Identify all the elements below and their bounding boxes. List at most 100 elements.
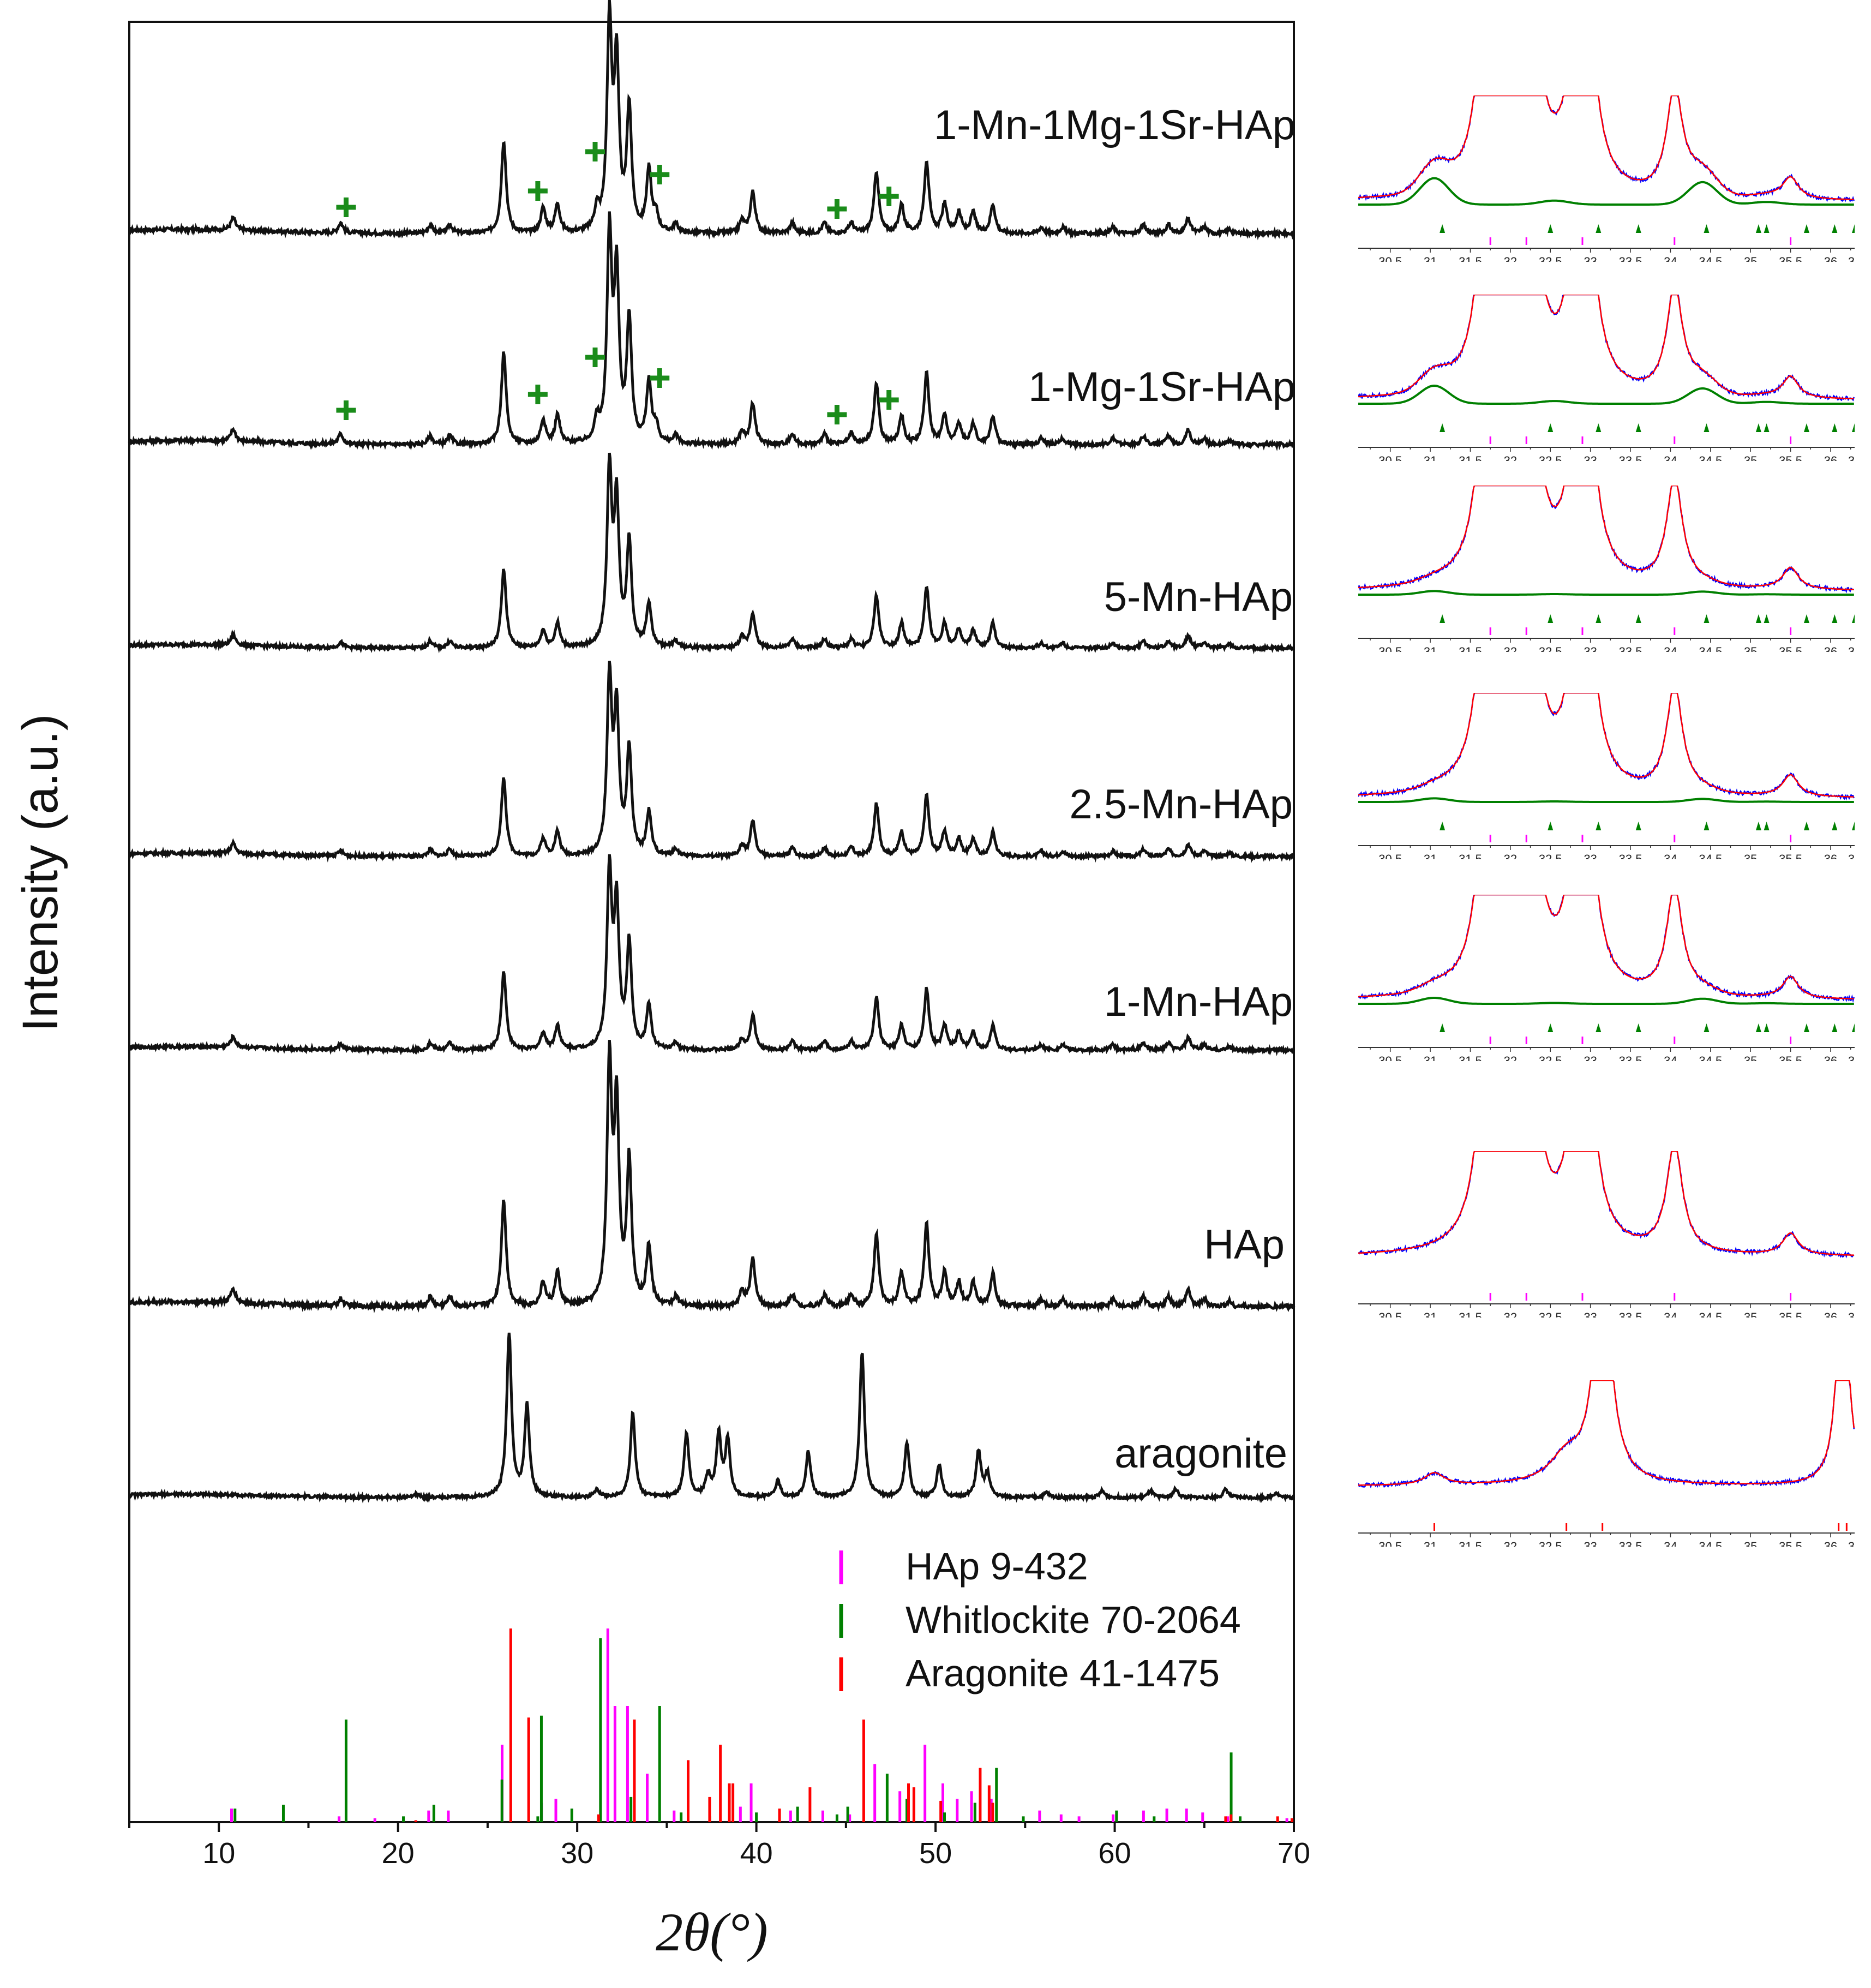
whitlockite-profile: [1358, 797, 1854, 803]
inset-tick-label: 32.5: [1539, 454, 1562, 461]
inset-tick-label: 3: [1848, 1054, 1855, 1061]
inset-tick-label: 32.5: [1539, 645, 1562, 652]
legend-label-hap: HAp 9-432: [905, 1545, 1088, 1588]
inset-tick-label: 35.5: [1779, 1054, 1802, 1061]
observed-profile: [1358, 1380, 1855, 1489]
inset-tick-label: 30.5: [1378, 255, 1402, 262]
inset-tick-label: 34: [1664, 255, 1677, 262]
whitlockite-marker: [527, 385, 548, 404]
inset-tick-label: 33.5: [1619, 1310, 1642, 1318]
calculated-profile: [1358, 486, 1854, 590]
inset-tick-label: 34.5: [1699, 1310, 1722, 1318]
whitlockite-markers: [336, 142, 899, 424]
inset-tick-label: 36: [1824, 645, 1837, 652]
inset-tick-label: 32: [1504, 852, 1517, 859]
inset-panel-2: 30.5 31 31.5 32 32.5 33 33.5 34 34.5 35 35.5 36 3: [1358, 295, 1855, 461]
legend: HAp 9-432 Whitlockite 70-2064 Aragonite …: [839, 1545, 1241, 1694]
pattern-trace-6: [128, 1039, 1296, 1314]
inset-tick-label: 35.5: [1779, 454, 1802, 461]
inset-panel-7: 30.5 31 31.5 32 32.5 33 33.5 34 34.5 35 35.5 36 3: [1358, 1380, 1855, 1547]
inset-tick-label: 30.5: [1378, 645, 1402, 652]
whitlockite-reflection: [1440, 1023, 1446, 1032]
inset-tick-label: 31: [1424, 255, 1437, 262]
inset-tick-label: 35.5: [1779, 852, 1802, 859]
calculated-profile: [1358, 1151, 1854, 1256]
inset-tick-label: 31.5: [1459, 852, 1482, 859]
whitlockite-marker: [879, 187, 899, 206]
inset-panel-5: 30.5 31 31.5 32 32.5 33 33.5 34 34.5 35 35.5 36 3: [1358, 895, 1855, 1061]
inset-tick-label: 30.5: [1378, 1540, 1402, 1547]
inset-tick-label: 31: [1424, 645, 1437, 652]
whitlockite-marker: [650, 165, 670, 184]
inset-tick-label: 33.5: [1619, 255, 1642, 262]
whitlockite-reflection: [1852, 423, 1855, 432]
legend-label-whitlockite: Whitlockite 70-2064: [905, 1598, 1241, 1641]
inset-tick-label: 34.5: [1699, 255, 1722, 262]
inset-tick-label: 31: [1424, 1310, 1437, 1318]
inset-tick-label: 32: [1504, 645, 1517, 652]
whitlockite-reflection: [1852, 224, 1855, 233]
inset-tick-label: 33.5: [1619, 852, 1642, 859]
whitlockite-marker: [650, 368, 670, 388]
whitlockite-reflection: [1852, 1023, 1855, 1032]
whitlockite-reflection: [1635, 224, 1641, 233]
inset-tick-label: 33: [1584, 852, 1597, 859]
whitlockite-reflection: [1764, 614, 1770, 623]
inset-panel-6: 30.5 31 31.5 32 32.5 33 33.5 34 34.5 35 35.5 36 3: [1358, 1151, 1855, 1318]
inset-tick-label: 34: [1664, 852, 1677, 859]
whitlockite-marker: [585, 348, 605, 367]
inset-tick-label: 32.5: [1539, 255, 1562, 262]
reference-sticks: [230, 1628, 1293, 1822]
whitlockite-reflection: [1832, 423, 1838, 432]
inset-tick-label: 36: [1824, 1540, 1837, 1547]
whitlockite-reflection: [1596, 423, 1602, 432]
whitlockite-reflection: [1548, 614, 1554, 623]
whitlockite-profile: [1358, 177, 1854, 206]
inset-panel-3: 30.5 31 31.5 32 32.5 33 33.5 34 34.5 35 35.5 36 3: [1358, 486, 1855, 652]
inset-tick-label: 30.5: [1378, 454, 1402, 461]
whitlockite-reflection: [1704, 822, 1710, 830]
pattern-trace-7: [129, 1332, 1294, 1504]
whitlockite-marker: [336, 400, 356, 420]
inset-tick-label: 30.5: [1378, 852, 1402, 859]
inset-tick-label: 32: [1504, 1540, 1517, 1547]
whitlockite-reflection: [1548, 1023, 1554, 1032]
inset-tick-label: 3: [1848, 454, 1855, 461]
inset-tick-label: 34.5: [1699, 454, 1722, 461]
inset-tick-label: 35: [1744, 1540, 1757, 1547]
whitlockite-reflection: [1832, 224, 1838, 233]
inset-tick-label: 35: [1744, 645, 1757, 652]
x-tick-label: 40: [740, 1837, 773, 1870]
whitlockite-reflection: [1704, 224, 1710, 233]
inset-tick-label: 31.5: [1459, 1054, 1482, 1061]
inset-tick-label: 32: [1504, 454, 1517, 461]
inset-tick-label: 31.5: [1459, 1310, 1482, 1318]
inset-tick-label: 33: [1584, 255, 1597, 262]
whitlockite-reflection: [1548, 224, 1554, 233]
whitlockite-reflection: [1852, 822, 1855, 830]
inset-tick-label: 32: [1504, 1054, 1517, 1061]
inset-tick-label: 32.5: [1539, 852, 1562, 859]
whitlockite-profile: [1358, 384, 1854, 405]
inset-panel-4: 30.5 31 31.5 32 32.5 33 33.5 34 34.5 35 35.5 36 3: [1358, 693, 1855, 859]
x-tick-label: 60: [1098, 1837, 1131, 1870]
pattern-label-2: 1-Mg-1Sr-HAp: [1028, 364, 1296, 410]
whitlockite-marker: [827, 405, 847, 424]
calculated-profile: [1358, 1380, 1855, 1486]
whitlockite-reflection: [1548, 822, 1554, 830]
inset-tick-label: 34.5: [1699, 1540, 1722, 1547]
x-tick-label: 20: [382, 1837, 415, 1870]
whitlockite-reflection: [1596, 822, 1602, 830]
pattern-trace-3: [128, 452, 1296, 655]
whitlockite-reflection: [1803, 423, 1809, 432]
whitlockite-reflection: [1635, 822, 1641, 830]
inset-tick-label: 32.5: [1539, 1054, 1562, 1061]
inset-tick-label: 34: [1664, 1540, 1677, 1547]
pattern-label-6: HAp: [1204, 1221, 1285, 1268]
whitlockite-reflection: [1755, 822, 1761, 830]
whitlockite-reflection: [1440, 224, 1446, 233]
whitlockite-reflection: [1832, 614, 1838, 623]
observed-profile: [1358, 95, 1855, 202]
whitlockite-reflection: [1635, 1023, 1641, 1032]
